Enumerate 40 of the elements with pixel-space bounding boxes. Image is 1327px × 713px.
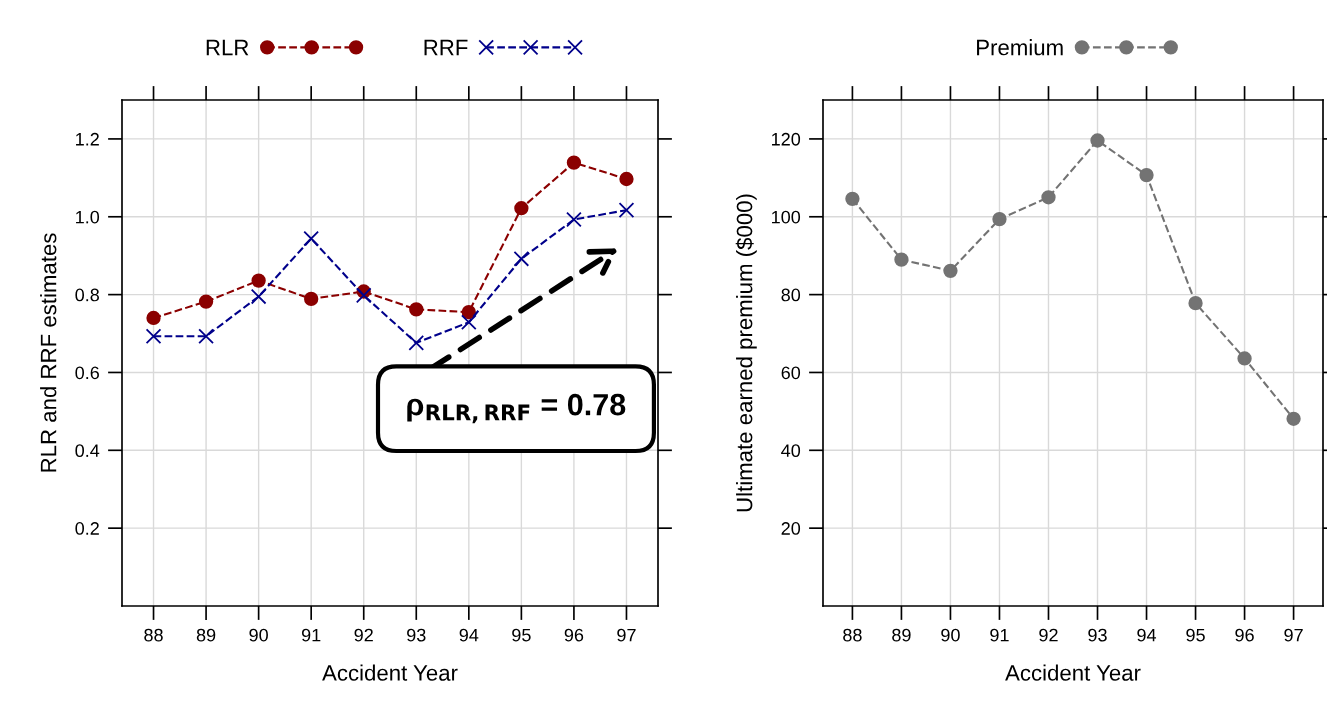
y-axis-title: RLR and RRF estimates <box>40 233 57 472</box>
y-tick-label: 1.0 <box>76 210 100 224</box>
legend-label: RRF <box>424 39 468 56</box>
x-tick-label: 91 <box>301 628 321 642</box>
x-tick-label: 91 <box>990 628 1009 642</box>
x-tick-label: 92 <box>354 628 373 642</box>
y-tick-label: 40 <box>781 444 801 458</box>
x-tick-label: 94 <box>459 628 479 642</box>
x-tick-label: 94 <box>1137 628 1157 642</box>
y-tick-label: 0.2 <box>75 522 99 535</box>
x-tick-label: 97 <box>617 628 636 642</box>
y-tick-label: 80 <box>781 288 801 302</box>
x-tick-label: 96 <box>564 628 584 642</box>
annotation: ρ$_{RLR,RRF}$ = 0.78 <box>407 393 626 424</box>
x-tick-label: 93 <box>407 628 426 642</box>
x-tick-label: 90 <box>941 628 960 642</box>
legend-label: Premium <box>977 39 1063 56</box>
y-tick-label: 100 <box>772 210 801 224</box>
y-tick-label: 60 <box>781 366 801 380</box>
x-axis-title: Accident Year <box>1005 664 1141 681</box>
x-tick-label: 90 <box>249 628 268 642</box>
y-tick-label: 0.4 <box>75 444 100 458</box>
y-tick-label: 0.8 <box>75 288 99 302</box>
y-tick-label: 20 <box>781 522 801 535</box>
x-tick-label: 89 <box>196 628 216 642</box>
x-tick-label: 89 <box>892 628 911 642</box>
y-tick-label: 120 <box>772 132 801 146</box>
y-tick-label: 1.2 <box>76 132 99 146</box>
x-tick-label: 88 <box>144 628 163 642</box>
y-tick-label: 0.6 <box>75 366 99 380</box>
x-tick-label: 96 <box>1235 628 1254 642</box>
x-tick-label: 95 <box>1186 628 1205 642</box>
x-tick-label: 92 <box>1039 628 1058 642</box>
x-tick-label: 95 <box>512 628 531 642</box>
legend-label: RLR <box>206 39 249 56</box>
x-tick-label: 97 <box>1284 628 1303 642</box>
x-tick-label: 93 <box>1088 628 1107 642</box>
y-axis-title: Ultimate earned premium ($000) <box>735 194 757 512</box>
x-tick-label: 88 <box>843 628 862 642</box>
x-axis-title: Accident Year <box>322 664 458 681</box>
